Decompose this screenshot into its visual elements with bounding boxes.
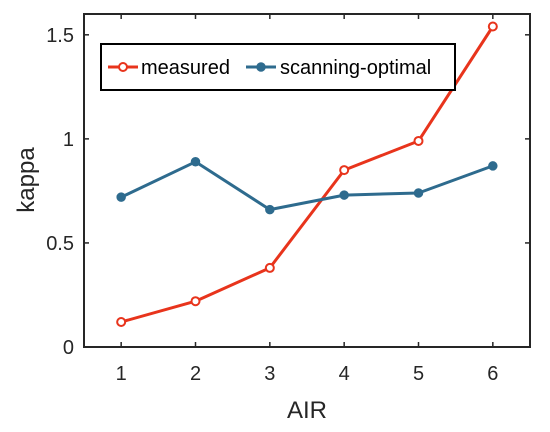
data-point-measured: [487, 21, 498, 32]
x-tick-label: 4: [339, 363, 350, 385]
data-point-measured: [264, 262, 275, 273]
y-tick-label: 0.5: [46, 233, 74, 255]
data-point-measured: [339, 165, 350, 176]
x-tick-label: 3: [264, 363, 275, 385]
legend-box: [100, 43, 456, 91]
y-tick-label: 1.5: [46, 25, 74, 47]
x-tick-label: 6: [487, 363, 498, 385]
data-point-scanning-optimal: [413, 188, 424, 198]
plot-frame: [83, 13, 531, 348]
series-layer: [116, 21, 498, 328]
data-point-measured: [116, 317, 127, 328]
legend-label-measured: measured: [141, 57, 230, 79]
y-axis-label: kappa: [13, 147, 40, 213]
y-tick-label: 0: [63, 337, 74, 359]
x-axis-label: AIR: [287, 397, 327, 424]
data-point-scanning-optimal: [339, 190, 349, 200]
legend-marker-scanning-optimal: [256, 62, 266, 72]
data-point-measured: [413, 135, 424, 146]
data-point-scanning-optimal: [488, 161, 498, 171]
x-tick-label: 5: [413, 363, 424, 385]
legend-marker-measured: [118, 62, 128, 72]
x-tick-label: 2: [190, 363, 201, 385]
data-point-measured: [190, 296, 201, 307]
x-tick-label: 1: [116, 363, 127, 385]
data-point-scanning-optimal: [190, 157, 201, 167]
tick-layer: 1 2 3 4 5 6 0 0.5 1 1.5: [46, 14, 530, 385]
series-line-scanning-optimal: [120, 160, 494, 212]
data-point-scanning-optimal: [116, 192, 126, 202]
y-tick-label: 1: [63, 129, 74, 151]
data-point-scanning-optimal: [265, 204, 275, 215]
legend-label-scanning-optimal: scanning-optimal: [280, 57, 431, 79]
series-line-measured: [120, 25, 495, 324]
legend: measured scanning-optimal: [100, 43, 456, 91]
